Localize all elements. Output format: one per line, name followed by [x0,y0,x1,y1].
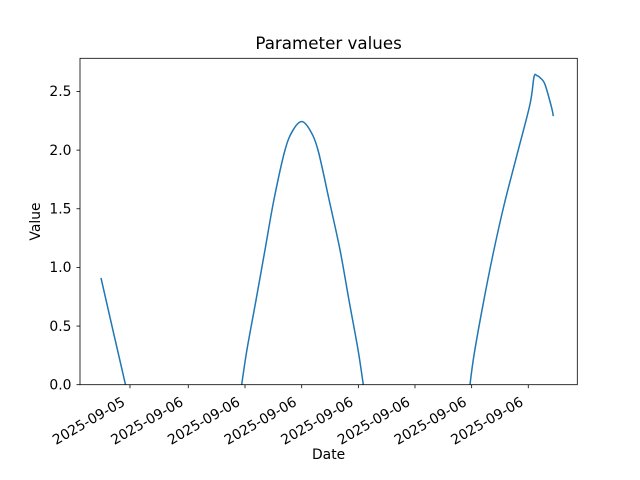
axes-layer: 0.00.51.01.52.02.52025-09-052025-09-0620… [49,57,578,449]
y-tick-label: 2.0 [49,143,71,159]
chart-title: Parameter values [255,33,401,53]
curve-layer [100,73,555,385]
y-tick-label: 1.5 [49,201,71,217]
y-tick-label: 1.0 [49,260,71,276]
series-line-segment [100,277,127,385]
y-tick-label: 0.5 [49,319,71,335]
series-line-segment [469,73,555,385]
y-axis-label: Value [28,202,44,240]
series-line-segment [240,120,365,385]
y-tick-label: 0.0 [49,377,71,393]
y-tick-label: 2.5 [49,84,71,100]
x-axis-label: Date [312,447,345,463]
axes-frame [79,57,578,386]
